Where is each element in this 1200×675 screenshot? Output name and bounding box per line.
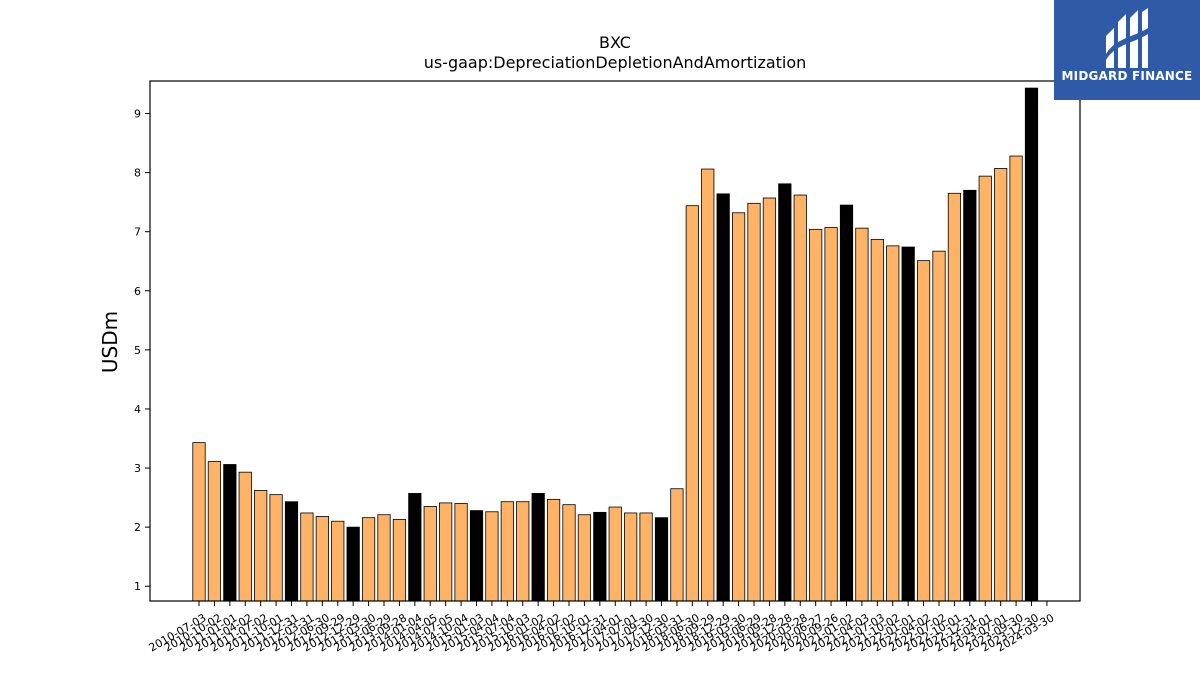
bars-group xyxy=(192,87,1039,602)
bar-2013-09-28 xyxy=(392,519,407,602)
bar-2016-10-01 xyxy=(577,514,592,602)
chart-title: BXC xyxy=(599,33,631,52)
bar-2020-06-27 xyxy=(809,228,823,602)
bar-2017-12-30 xyxy=(654,517,669,602)
bar-2019-03-30 xyxy=(731,212,746,602)
bar-2018-09-29 xyxy=(701,168,715,602)
bar-2020-09-26 xyxy=(824,227,838,602)
bar-2021-07-03 xyxy=(870,238,884,602)
y-tick-label: 4 xyxy=(134,403,141,416)
bar-2016-04-02 xyxy=(546,498,561,602)
bar-2012-12-29 xyxy=(346,526,360,602)
bar-2014-07-05 xyxy=(439,502,453,602)
bar-2017-04-01 xyxy=(608,506,622,602)
bar-2015-04-04 xyxy=(485,511,499,602)
bar-2011-10-01 xyxy=(269,494,283,602)
plot-frame xyxy=(149,80,1081,602)
bar-2022-12-31 xyxy=(963,189,977,602)
bar-2023-04-01 xyxy=(978,175,992,602)
brand-name: MIDGARD FINANCE xyxy=(1061,69,1193,83)
y-axis-label: USDm xyxy=(98,311,122,373)
bar-2014-01-04 xyxy=(408,493,422,602)
bar-2019-12-28 xyxy=(778,183,792,602)
bar-2011-01-01 xyxy=(223,464,237,602)
bar-2019-06-29 xyxy=(747,202,761,602)
bar-2012-03-31 xyxy=(300,512,314,602)
bar-2017-09-30 xyxy=(639,512,653,602)
bar-2016-07-02 xyxy=(562,504,576,602)
bar-2021-04-03 xyxy=(855,227,869,602)
bar-2013-06-29 xyxy=(377,514,391,602)
y-axis-ticks: 1 2 3 4 5 6 7 8 9 xyxy=(134,108,150,593)
brand-logo: MIDGARD FINANCE xyxy=(1054,0,1200,100)
y-tick-label: 1 xyxy=(134,580,141,593)
y-tick-label: 9 xyxy=(134,108,141,121)
bar-2012-06-30 xyxy=(315,516,329,602)
bar-2015-01-03 xyxy=(469,510,484,602)
bar-2015-07-04 xyxy=(500,501,514,602)
bar-2016-01-02 xyxy=(531,493,545,602)
bar-2014-04-05 xyxy=(423,506,437,602)
y-tick-label: 7 xyxy=(134,226,141,239)
y-tick-label: 3 xyxy=(134,462,141,475)
bar-2018-06-30 xyxy=(685,205,699,602)
bar-2023-07-01 xyxy=(994,168,1008,602)
y-tick-label: 6 xyxy=(134,285,141,298)
bar-2021-01-02 xyxy=(839,204,854,602)
x-axis-ticks: 2010-07-032010-10-022011-01-012011-04-02… xyxy=(147,601,1056,654)
bar-2015-10-03 xyxy=(516,501,530,602)
y-tick-label: 8 xyxy=(134,167,141,180)
bar-2010-07-03 xyxy=(192,442,206,602)
bar-2020-03-28 xyxy=(793,194,807,602)
bar-2022-07-02 xyxy=(932,250,946,602)
y-tick-label: 5 xyxy=(134,344,141,357)
bar-2022-04-02 xyxy=(916,260,931,602)
midgard-logo-icon xyxy=(1106,8,1148,68)
bar-2014-10-04 xyxy=(454,503,468,602)
bar-2022-10-01 xyxy=(947,192,962,602)
y-tick-label: 2 xyxy=(134,521,141,534)
bar-2022-01-01 xyxy=(901,246,915,602)
bar-2021-10-02 xyxy=(886,245,900,602)
bar-2018-03-31 xyxy=(670,488,684,602)
bar-2017-07-01 xyxy=(624,512,638,602)
bar-2011-12-31 xyxy=(284,501,299,602)
bar-2023-09-30 xyxy=(1009,155,1023,602)
bar-2018-12-29 xyxy=(716,193,730,602)
bar-2010-10-02 xyxy=(207,461,222,602)
bar-2016-12-31 xyxy=(593,511,607,602)
chart-subtitle: us-gaap:DepreciationDepletionAndAmortiza… xyxy=(424,53,807,72)
bar-2023-12-30 xyxy=(1024,87,1039,602)
bar-2012-09-29 xyxy=(331,520,345,602)
bar-2013-03-30 xyxy=(361,517,376,602)
bar-2011-04-02 xyxy=(238,471,252,602)
bar-2011-07-02 xyxy=(254,490,268,602)
bar-2019-09-28 xyxy=(762,197,777,602)
